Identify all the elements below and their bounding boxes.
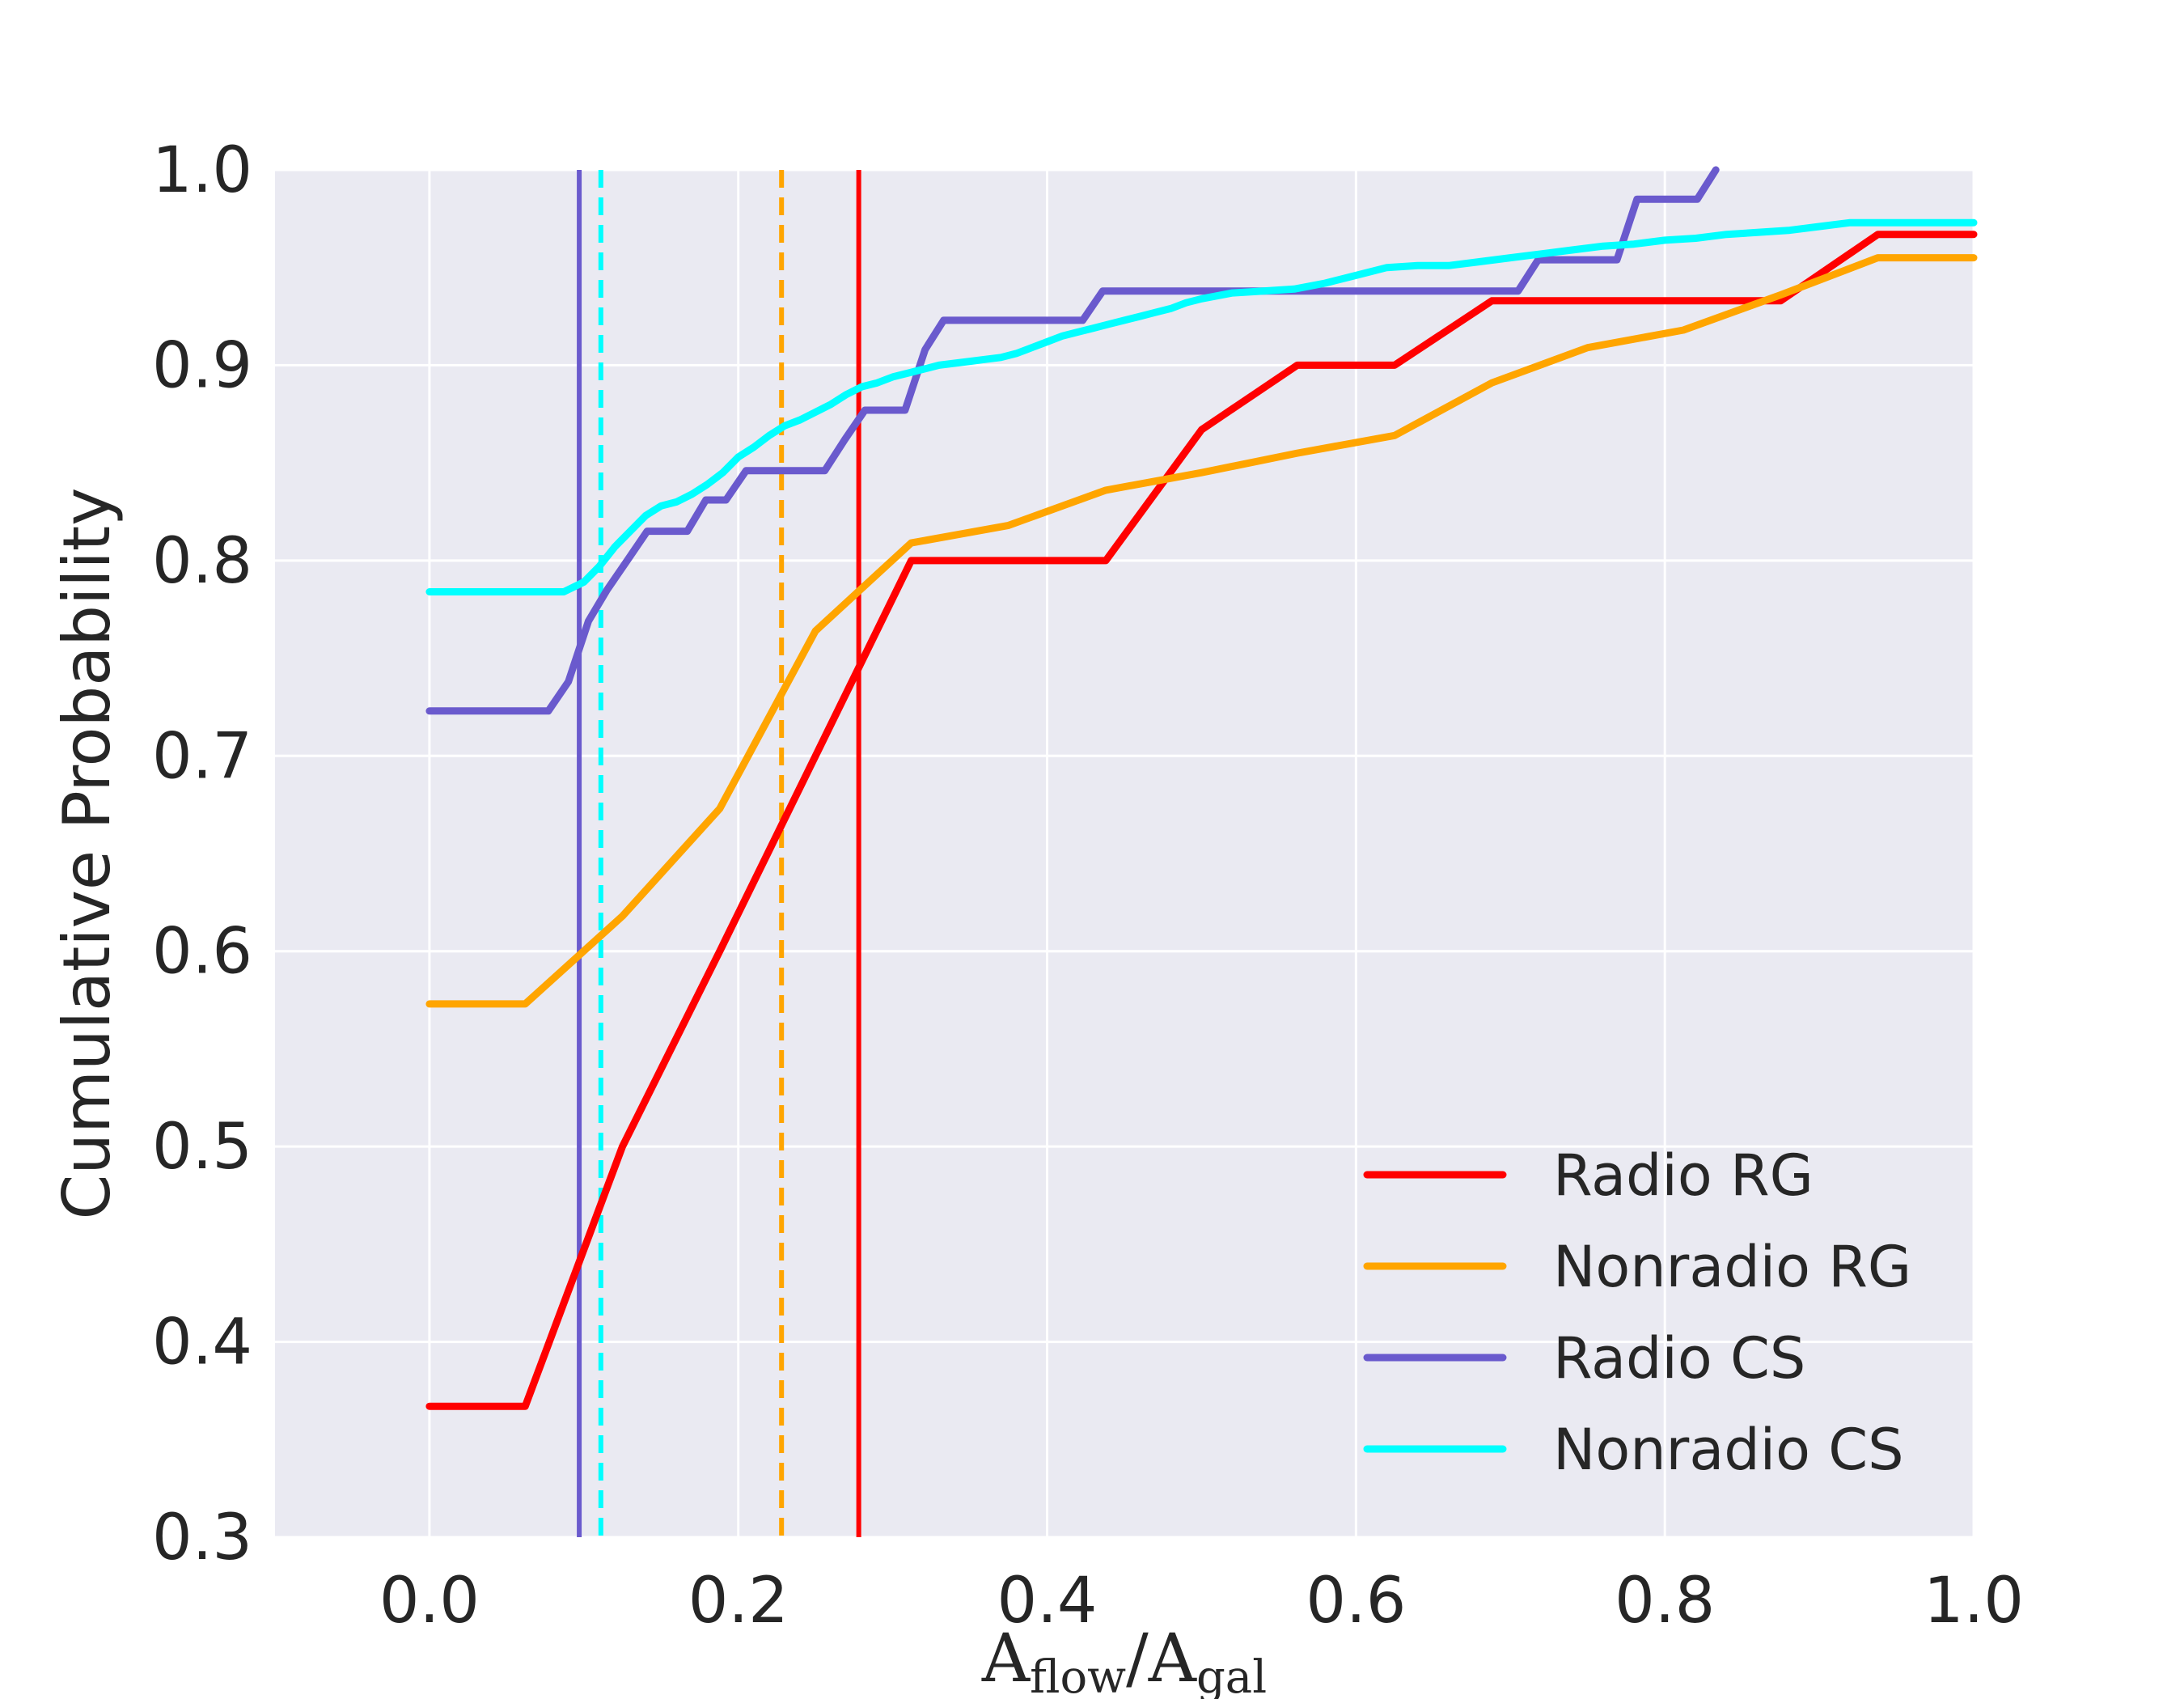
x-tick-label: 0.0 (379, 1565, 480, 1638)
legend: Radio RG Nonradio RG Radio CS Nonradio CS (1363, 1142, 1911, 1483)
series-lines (425, 166, 1978, 1410)
y-tick-label: 1.0 (152, 134, 252, 207)
median-lines (577, 170, 861, 1537)
x-axis-title-slash: / (1126, 1621, 1149, 1697)
x-tick-label: 0.6 (1306, 1565, 1406, 1638)
legend-label-radio-cs: Radio CS (1553, 1325, 1805, 1392)
x-axis-title-sub2: gal (1196, 1651, 1267, 1699)
radio-cs-series (425, 166, 1720, 715)
legend-label-nonradio-rg: Nonradio RG (1553, 1234, 1911, 1300)
y-tick-labels: 0.3 0.4 0.5 0.6 0.7 0.8 0.9 1.0 (152, 134, 252, 1574)
y-tick-label: 0.6 (152, 916, 252, 989)
x-tick-labels: 0.0 0.2 0.4 0.6 0.8 1.0 (379, 1565, 2024, 1638)
x-axis-title-base1: A (981, 1621, 1031, 1697)
x-axis-title-sub1: flow (1030, 1651, 1126, 1699)
nonradio-cs-series (425, 218, 1978, 595)
x-tick-label: 1.0 (1924, 1565, 2024, 1638)
y-tick-label: 0.7 (152, 720, 252, 793)
y-tick-label: 0.3 (152, 1502, 252, 1574)
x-axis-title-base2: A (1148, 1621, 1198, 1697)
legend-label-radio-rg: Radio RG (1553, 1142, 1814, 1209)
legend-label-nonradio-cs: Nonradio CS (1553, 1417, 1904, 1483)
y-tick-label: 0.5 (152, 1111, 252, 1184)
radio-rg-series (425, 231, 1978, 1410)
nonradio-rg-series (425, 254, 1978, 1008)
y-tick-label: 0.9 (152, 329, 252, 402)
y-tick-label: 0.4 (152, 1307, 252, 1379)
y-axis-title: Cumulative Probability (49, 488, 125, 1220)
x-axis-title: Aflow/Agal (981, 1621, 1267, 1699)
x-tick-label: 0.4 (997, 1565, 1098, 1638)
grid (275, 168, 1975, 1539)
x-tick-label: 0.8 (1615, 1565, 1715, 1638)
y-tick-label: 0.8 (152, 525, 252, 598)
x-tick-label: 0.2 (688, 1565, 789, 1638)
